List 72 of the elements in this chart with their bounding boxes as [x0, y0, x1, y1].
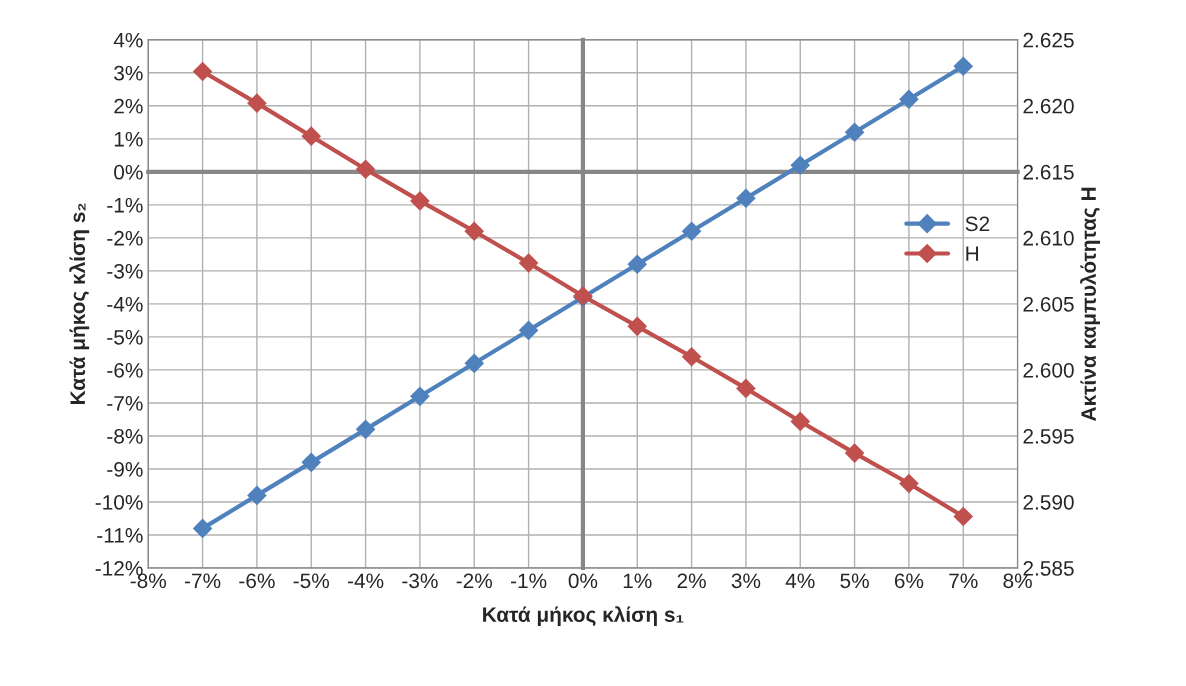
x-tick-label: 3% [731, 573, 761, 589]
legend-label: H [966, 246, 979, 261]
y2-tick-label: 2.595 [1023, 428, 1074, 444]
point [627, 254, 648, 275]
y-axis-title: Κατά μήκος κλίση s₂ [69, 203, 90, 405]
y-tick-label: -5% [107, 330, 143, 345]
point [410, 386, 430, 407]
x-tick-label: -3% [402, 573, 438, 589]
legend-label: S2 [965, 216, 990, 232]
y-tick-label: 1% [114, 131, 143, 147]
point [790, 411, 811, 432]
y2-tick-label: 2.615 [1023, 164, 1074, 180]
x-tick-label: 6% [894, 573, 924, 589]
x-tick-label: 4% [785, 573, 815, 589]
y2-tick-label: 2.605 [1023, 296, 1074, 312]
y-tick-label: 2% [114, 98, 143, 114]
point [681, 346, 702, 367]
x-tick-label: 7% [949, 573, 978, 589]
y-tick-label: -2% [107, 230, 143, 246]
point [301, 452, 322, 473]
y-tick-label: -8% [107, 428, 143, 444]
x-tick-label: 0% [568, 573, 598, 589]
y-tick-label: -1% [107, 197, 143, 213]
x-tick-label: -4% [347, 573, 384, 589]
y-tick-label: 0% [114, 164, 143, 180]
point [518, 320, 539, 341]
point [247, 485, 267, 506]
point [464, 353, 485, 374]
point [736, 188, 756, 209]
point [681, 221, 702, 242]
point [518, 253, 539, 273]
point [790, 155, 811, 176]
y-tick-label: -10% [95, 494, 143, 510]
y-tick-label: -3% [107, 263, 143, 279]
x-tick-label: -5% [293, 573, 330, 589]
y2-tick-label: 2.620 [1023, 98, 1074, 114]
y2-tick-label: 2.610 [1023, 230, 1074, 246]
y2-axis-title: Ακτίνα καμπυλότητας H [1080, 187, 1101, 421]
y-tick-label: 3% [114, 65, 143, 81]
point [844, 443, 865, 463]
y-tick-label: 4% [113, 32, 143, 48]
point [192, 518, 213, 539]
y-tick-label: -9% [107, 461, 143, 477]
x-tick-label: -2% [456, 573, 493, 589]
point [410, 191, 430, 211]
point [247, 93, 267, 113]
point [953, 506, 974, 527]
y-tick-label: -4% [107, 296, 143, 312]
point [899, 473, 919, 494]
x-tick-label: -7% [184, 573, 221, 589]
point [192, 61, 213, 82]
y2-tick-label: 2.600 [1023, 362, 1074, 378]
x-tick-label: -6% [239, 573, 275, 589]
y2-tick-label: 2.590 [1023, 494, 1074, 510]
x-tick-label: 2% [677, 573, 706, 589]
point [355, 419, 376, 440]
y-tick-label: -6% [107, 362, 143, 378]
point [736, 378, 756, 399]
x-axis-title: Κατά μήκος κλίση s₁ [483, 606, 684, 627]
point [899, 89, 919, 110]
x-tick-label: 5% [840, 573, 869, 589]
point [301, 126, 322, 147]
y-tick-label: -11% [97, 528, 143, 543]
point [464, 221, 485, 242]
point [627, 316, 648, 337]
x-tick-label: -1% [510, 573, 547, 589]
point [844, 122, 865, 143]
point [953, 56, 974, 77]
point [355, 159, 376, 180]
y2-tick-label: 2.625 [1023, 32, 1074, 48]
y-tick-label: -7% [107, 396, 143, 411]
x-tick-label: 1% [623, 573, 652, 589]
